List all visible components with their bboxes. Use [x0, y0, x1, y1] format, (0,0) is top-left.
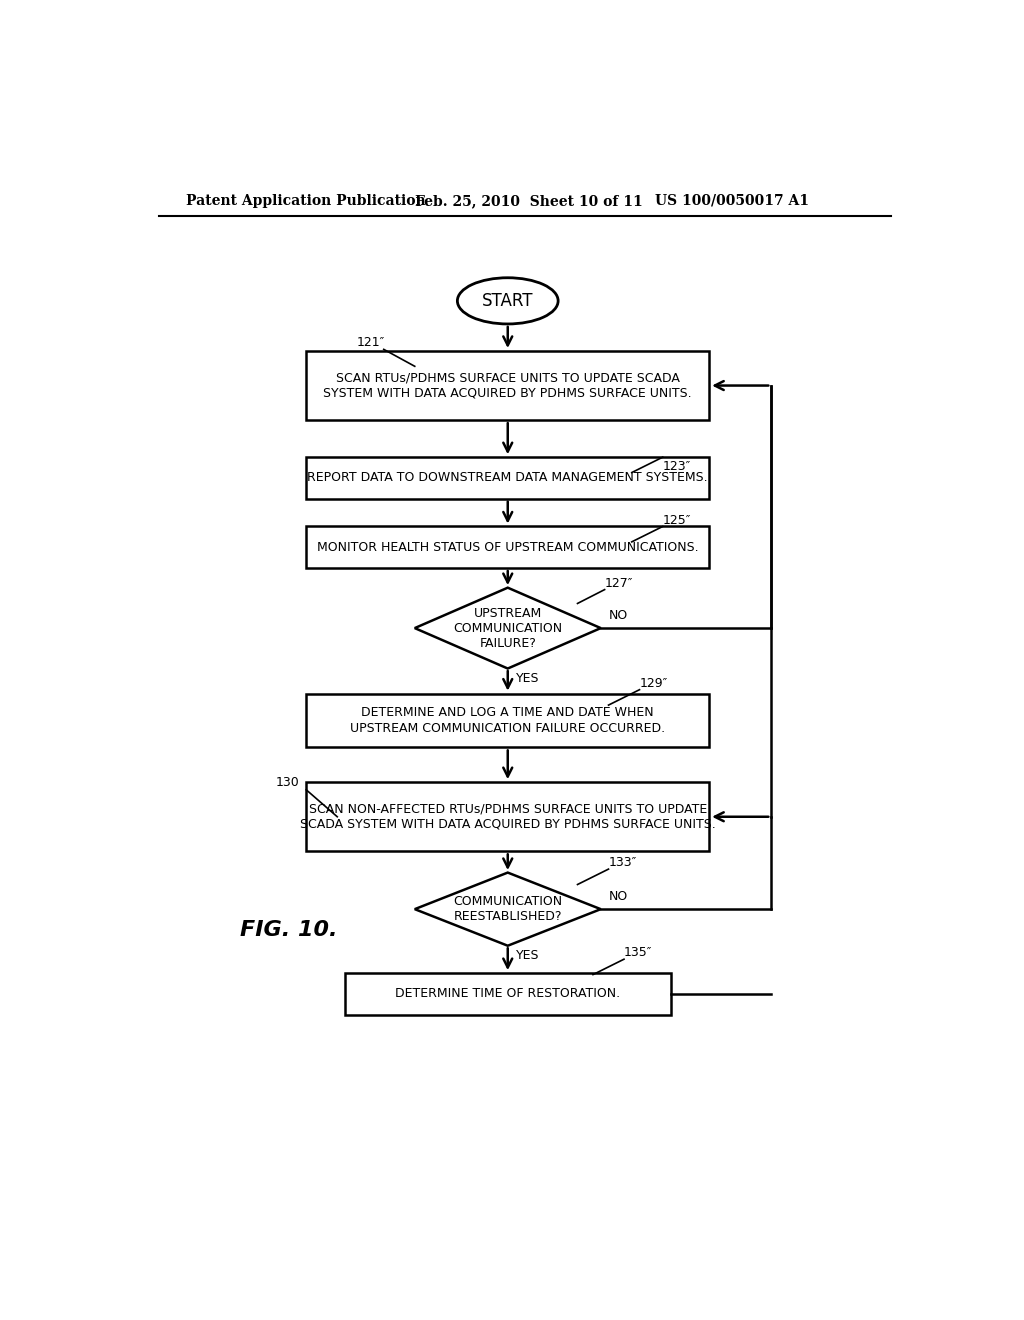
Text: NO: NO	[608, 890, 628, 903]
Text: NO: NO	[608, 609, 628, 622]
Bar	[306, 351, 710, 420]
Text: SCAN RTUs/PDHMS SURFACE UNITS TO UPDATE SCADA
SYSTEM WITH DATA ACQUIRED BY PDHMS: SCAN RTUs/PDHMS SURFACE UNITS TO UPDATE …	[324, 371, 692, 400]
Text: COMMUNICATION
REESTABLISHED?: COMMUNICATION REESTABLISHED?	[454, 895, 562, 923]
Text: 121″: 121″	[356, 335, 385, 348]
Text: SCAN NON-AFFECTED RTUs/PDHMS SURFACE UNITS TO UPDATE
SCADA SYSTEM WITH DATA ACQU: SCAN NON-AFFECTED RTUs/PDHMS SURFACE UNI…	[300, 803, 716, 830]
Text: START: START	[482, 292, 534, 310]
Bar	[306, 457, 710, 499]
Text: DETERMINE AND LOG A TIME AND DATE WHEN
UPSTREAM COMMUNICATION FAILURE OCCURRED.: DETERMINE AND LOG A TIME AND DATE WHEN U…	[350, 706, 666, 734]
Text: REPORT DATA TO DOWNSTREAM DATA MANAGEMENT SYSTEMS.: REPORT DATA TO DOWNSTREAM DATA MANAGEMEN…	[307, 471, 708, 484]
Text: 135″: 135″	[624, 946, 652, 960]
Text: MONITOR HEALTH STATUS OF UPSTREAM COMMUNICATIONS.: MONITOR HEALTH STATUS OF UPSTREAM COMMUN…	[317, 541, 698, 554]
Text: 133″: 133″	[608, 857, 637, 869]
Bar	[345, 973, 671, 1015]
Bar	[306, 527, 710, 569]
Bar	[306, 693, 710, 747]
Text: DETERMINE TIME OF RESTORATION.: DETERMINE TIME OF RESTORATION.	[395, 987, 621, 1001]
Text: 127″: 127″	[604, 577, 633, 590]
Text: Feb. 25, 2010  Sheet 10 of 11: Feb. 25, 2010 Sheet 10 of 11	[415, 194, 642, 207]
Text: 123″: 123″	[663, 461, 691, 474]
Text: YES: YES	[515, 949, 539, 962]
Text: 130: 130	[275, 776, 299, 789]
Text: 129″: 129″	[640, 677, 668, 689]
Text: US 100/0050017 A1: US 100/0050017 A1	[655, 194, 809, 207]
Text: UPSTREAM
COMMUNICATION
FAILURE?: UPSTREAM COMMUNICATION FAILURE?	[454, 607, 562, 649]
Text: 125″: 125″	[663, 515, 691, 527]
Text: Patent Application Publication: Patent Application Publication	[186, 194, 426, 207]
Text: YES: YES	[515, 672, 539, 685]
Text: FIG. 10.: FIG. 10.	[241, 920, 338, 940]
Bar	[306, 781, 710, 851]
